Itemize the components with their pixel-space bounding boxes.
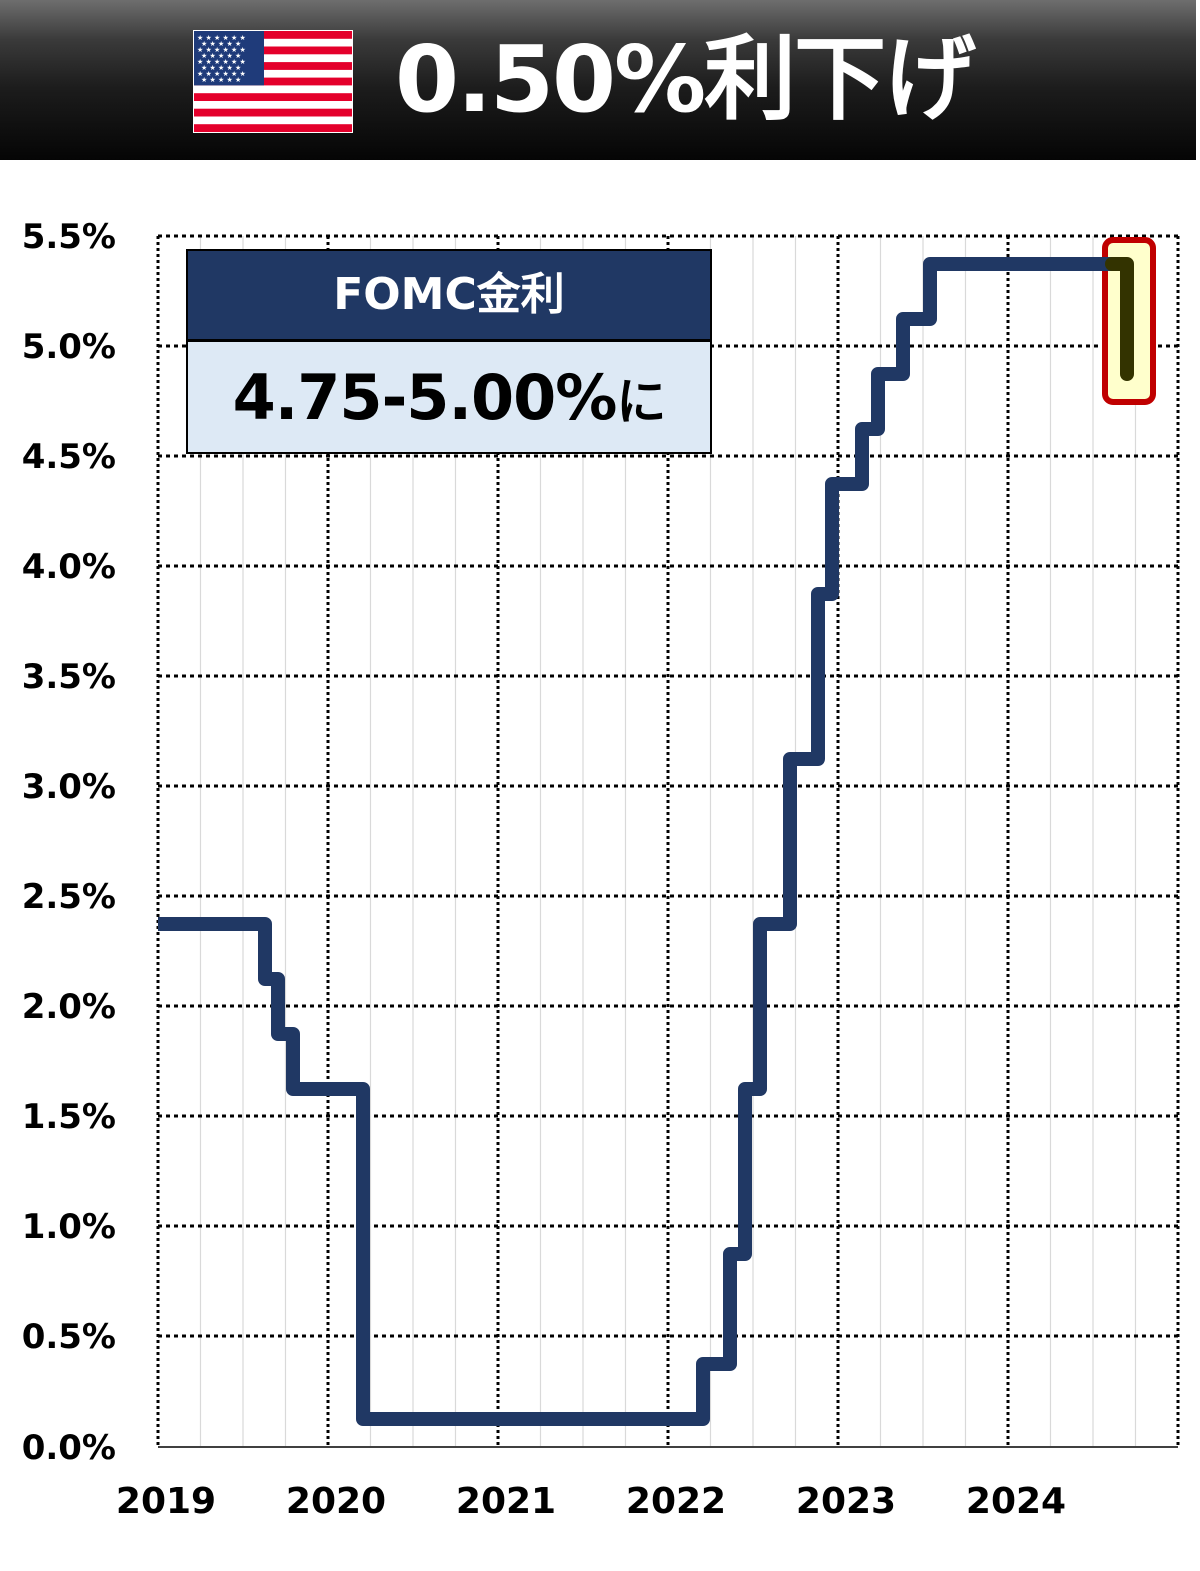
y-tick-label: 3.5%: [22, 657, 116, 697]
svg-text:★ ★ ★ ★ ★ ★: ★ ★ ★ ★ ★ ★: [197, 70, 246, 78]
value-gridlines: [158, 234, 1178, 1338]
y-tick-label: 4.0%: [22, 547, 116, 587]
x-axis-labels: 2019 2020 2021 2022 2023 2024: [116, 1481, 1066, 1522]
y-tick-label: 4.5%: [22, 437, 116, 477]
x-tick-label: 2020: [286, 1481, 386, 1522]
info-box-value-suffix: に: [616, 373, 666, 431]
y-tick-label: 2.0%: [22, 987, 116, 1027]
page-title: 0.50%利下げ: [395, 26, 976, 133]
info-box-value: 4.75-5.00%: [232, 361, 618, 434]
y-tick-label: 1.0%: [22, 1207, 116, 1247]
rate-info-box: FOMC金利 4.75-5.00%に: [186, 249, 712, 454]
svg-text:★ ★ ★ ★ ★ ★: ★ ★ ★ ★ ★ ★: [197, 58, 246, 66]
year-gridlines: [156, 236, 1180, 1447]
x-tick-label: 2021: [456, 1481, 556, 1522]
svg-text:★ ★ ★ ★ ★ ★: ★ ★ ★ ★ ★ ★: [197, 34, 246, 42]
x-tick-label: 2024: [966, 1481, 1066, 1522]
rate-cut-segment: [1105, 257, 1134, 381]
y-tick-label: 1.5%: [22, 1097, 116, 1137]
y-tick-label: 5.5%: [22, 217, 116, 257]
y-tick-label: 0.5%: [22, 1317, 116, 1357]
info-box-value-row: 4.75-5.00%に: [188, 342, 710, 454]
y-tick-label: 3.0%: [22, 767, 116, 807]
x-tick-label: 2023: [796, 1481, 896, 1522]
info-box-title: FOMC金利: [188, 251, 710, 342]
y-tick-label: 0.0%: [22, 1428, 116, 1468]
x-tick-label: 2019: [116, 1481, 216, 1522]
us-flag-icon: ★ ★ ★ ★ ★ ★ ★ ★ ★ ★ ★ ★ ★ ★ ★ ★ ★ ★ ★ ★ …: [193, 30, 353, 133]
header-banner: ★ ★ ★ ★ ★ ★ ★ ★ ★ ★ ★ ★ ★ ★ ★ ★ ★ ★ ★ ★ …: [0, 0, 1200, 160]
y-axis-labels: 0.0% 0.5% 1.0% 1.5% 2.0% 2.5% 3.0% 3.5% …: [22, 217, 116, 1468]
y-tick-label: 2.5%: [22, 877, 116, 917]
y-tick-label: 5.0%: [22, 327, 116, 367]
x-tick-label: 2022: [626, 1481, 726, 1522]
rate-step-line: [158, 257, 1125, 1426]
svg-text:★ ★ ★ ★ ★: ★ ★ ★ ★ ★: [201, 76, 241, 84]
svg-text:★ ★ ★ ★ ★: ★ ★ ★ ★ ★: [201, 64, 241, 72]
svg-text:★ ★ ★ ★ ★: ★ ★ ★ ★ ★: [201, 52, 241, 60]
svg-text:★ ★ ★ ★ ★ ★: ★ ★ ★ ★ ★ ★: [197, 46, 246, 54]
svg-text:★ ★ ★ ★ ★: ★ ★ ★ ★ ★: [201, 40, 241, 48]
